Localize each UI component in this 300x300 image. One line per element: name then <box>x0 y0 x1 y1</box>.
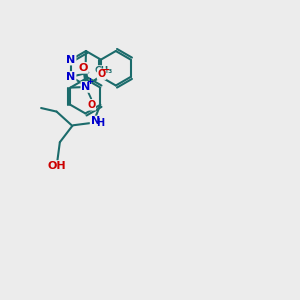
Text: CH₃: CH₃ <box>95 66 113 75</box>
Text: N: N <box>66 55 76 64</box>
Text: −: − <box>102 65 110 75</box>
Text: O: O <box>87 100 95 110</box>
Text: O: O <box>79 63 88 73</box>
Text: OH: OH <box>48 161 66 171</box>
Text: O: O <box>98 69 106 79</box>
Text: +: + <box>86 77 93 86</box>
Text: H: H <box>97 118 105 128</box>
Text: N: N <box>91 116 100 126</box>
Text: N: N <box>66 72 76 82</box>
Text: N: N <box>81 82 91 92</box>
